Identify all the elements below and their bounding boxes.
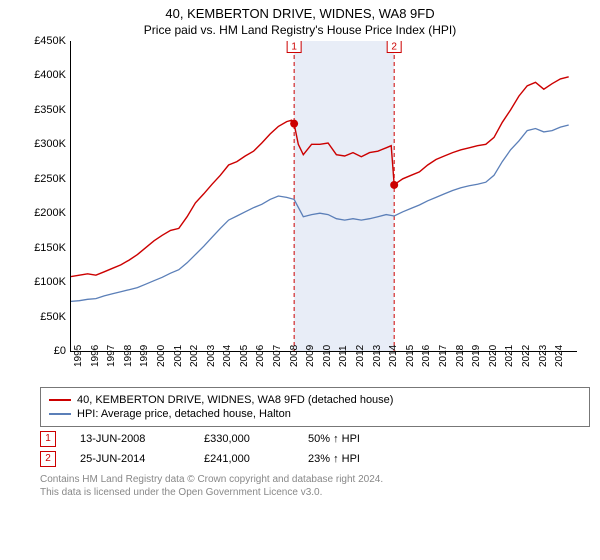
x-tick-label: 1997	[106, 345, 117, 367]
x-tick-label: 2009	[305, 345, 316, 367]
x-tick-label: 2000	[156, 345, 167, 367]
sale-marker: 2	[40, 451, 56, 467]
x-tick-label: 2002	[189, 345, 200, 367]
sale-marker: 1	[40, 431, 56, 447]
legend-label: HPI: Average price, detached house, Halt…	[77, 408, 291, 420]
x-tick-label: 2023	[538, 345, 549, 367]
sale-delta: 23% ↑ HPI	[308, 453, 360, 465]
chart-title: 40, KEMBERTON DRIVE, WIDNES, WA8 9FD	[0, 0, 600, 21]
plot-svg: 12	[71, 41, 577, 351]
y-tick-label: £300K	[26, 138, 66, 150]
credits: Contains HM Land Registry data © Crown c…	[40, 473, 590, 499]
legend: 40, KEMBERTON DRIVE, WIDNES, WA8 9FD (de…	[40, 387, 590, 427]
x-tick-label: 1999	[139, 345, 150, 367]
x-tick-label: 1996	[90, 345, 101, 367]
y-tick-label: £200K	[26, 207, 66, 219]
credit-line: Contains HM Land Registry data © Crown c…	[40, 473, 590, 486]
y-tick-label: £450K	[26, 35, 66, 47]
x-tick-label: 2008	[289, 345, 300, 367]
x-tick-label: 2021	[504, 345, 515, 367]
x-tick-label: 2018	[455, 345, 466, 367]
sale-price: £241,000	[204, 453, 284, 465]
x-tick-label: 2006	[255, 345, 266, 367]
credit-line: This data is licensed under the Open Gov…	[40, 486, 590, 499]
x-tick-label: 2020	[488, 345, 499, 367]
y-tick-label: £350K	[26, 104, 66, 116]
svg-text:2: 2	[391, 42, 397, 53]
sale-date: 13-JUN-2008	[80, 433, 180, 445]
y-tick-label: £50K	[26, 311, 66, 323]
legend-label: 40, KEMBERTON DRIVE, WIDNES, WA8 9FD (de…	[77, 394, 393, 406]
sale-date: 25-JUN-2014	[80, 453, 180, 465]
x-tick-label: 2004	[222, 345, 233, 367]
x-tick-label: 2022	[521, 345, 532, 367]
legend-swatch	[49, 399, 71, 401]
sales-table: 1 13-JUN-2008 £330,000 50% ↑ HPI 2 25-JUN-201…	[40, 431, 590, 467]
x-tick-label: 2007	[272, 345, 283, 367]
chart-subtitle: Price paid vs. HM Land Registry's House …	[0, 21, 600, 41]
y-tick-label: £250K	[26, 173, 66, 185]
x-tick-label: 2014	[388, 345, 399, 367]
x-tick-label: 2011	[338, 345, 349, 367]
x-tick-label: 2001	[173, 345, 184, 367]
x-tick-label: 2019	[471, 345, 482, 367]
y-tick-label: £0	[26, 345, 66, 357]
x-tick-label: 2005	[239, 345, 250, 367]
y-tick-label: £100K	[26, 276, 66, 288]
legend-item: 40, KEMBERTON DRIVE, WIDNES, WA8 9FD (de…	[49, 394, 581, 406]
plot-region: 12	[70, 41, 577, 352]
x-tick-label: 2010	[322, 345, 333, 367]
y-tick-label: £400K	[26, 69, 66, 81]
x-tick-label: 2015	[405, 345, 416, 367]
x-tick-label: 2024	[554, 345, 565, 367]
x-tick-label: 2013	[372, 345, 383, 367]
x-tick-label: 2012	[355, 345, 366, 367]
x-tick-label: 2016	[421, 345, 432, 367]
svg-text:1: 1	[291, 42, 297, 53]
chart-area: 12 £0£50K£100K£150K£200K£250K£300K£350K£…	[30, 41, 590, 381]
legend-swatch	[49, 413, 71, 415]
x-tick-label: 2017	[438, 345, 449, 367]
sale-delta: 50% ↑ HPI	[308, 433, 360, 445]
sale-row: 1 13-JUN-2008 £330,000 50% ↑ HPI	[40, 431, 590, 447]
y-tick-label: £150K	[26, 242, 66, 254]
x-tick-label: 1995	[73, 345, 84, 367]
x-tick-label: 1998	[123, 345, 134, 367]
sale-price: £330,000	[204, 433, 284, 445]
x-tick-label: 2003	[206, 345, 217, 367]
legend-item: HPI: Average price, detached house, Halt…	[49, 408, 581, 420]
sale-row: 2 25-JUN-2014 £241,000 23% ↑ HPI	[40, 451, 590, 467]
